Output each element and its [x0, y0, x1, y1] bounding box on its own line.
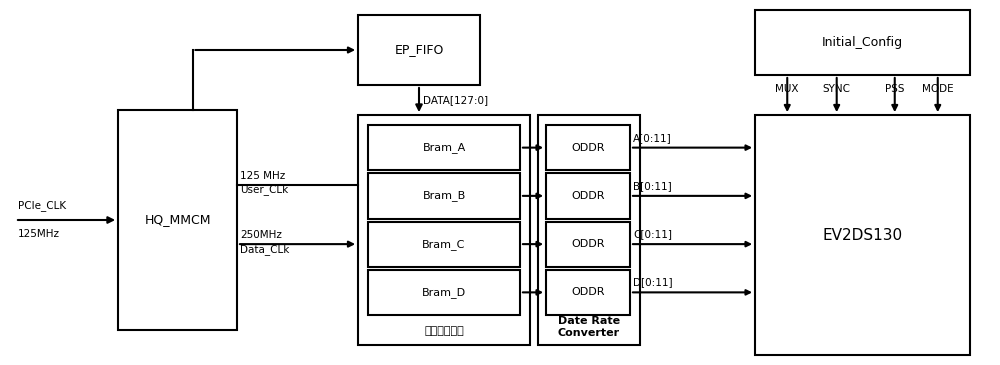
Bar: [546, 125, 630, 170]
Bar: [755, 10, 970, 75]
Text: ODDR: ODDR: [571, 287, 605, 297]
Text: SYNC: SYNC: [823, 84, 851, 94]
Text: ODDR: ODDR: [571, 191, 605, 201]
Bar: [755, 115, 970, 355]
Bar: [546, 222, 630, 267]
Bar: [546, 270, 630, 315]
Text: DATA[127:0]: DATA[127:0]: [423, 95, 488, 105]
Text: Bram_C: Bram_C: [422, 239, 466, 250]
Text: 125 MHz: 125 MHz: [240, 170, 285, 181]
Bar: [358, 115, 530, 345]
Text: A[0:11]: A[0:11]: [633, 132, 672, 143]
Text: B[0:11]: B[0:11]: [633, 181, 672, 191]
Text: ODDR: ODDR: [571, 239, 605, 249]
Text: Data_CLk: Data_CLk: [240, 244, 289, 254]
Text: Initial_Config: Initial_Config: [822, 36, 903, 49]
Text: 125MHz: 125MHz: [18, 229, 60, 239]
Bar: [118, 110, 237, 330]
Bar: [368, 173, 520, 219]
Bar: [546, 173, 630, 219]
Text: Bram_D: Bram_D: [422, 287, 466, 298]
Text: C[0:11]: C[0:11]: [633, 229, 672, 239]
Text: HQ_MMCM: HQ_MMCM: [144, 214, 211, 227]
Bar: [538, 115, 640, 345]
Text: 250MHz: 250MHz: [240, 230, 282, 240]
Bar: [368, 222, 520, 267]
Text: PSS: PSS: [885, 84, 904, 94]
Bar: [358, 15, 480, 85]
Text: 二级数据缓存: 二级数据缓存: [424, 326, 464, 336]
Text: Bram_A: Bram_A: [422, 142, 466, 153]
Bar: [368, 270, 520, 315]
Text: D[0:11]: D[0:11]: [633, 277, 673, 287]
Text: EV2DS130: EV2DS130: [822, 227, 903, 242]
Bar: [368, 125, 520, 170]
Text: User_CLk: User_CLk: [240, 184, 288, 195]
Text: PCIe_CLK: PCIe_CLK: [18, 200, 66, 211]
Text: ODDR: ODDR: [571, 143, 605, 153]
Text: EP_FIFO: EP_FIFO: [394, 43, 444, 57]
Text: MODE: MODE: [922, 84, 954, 94]
Text: Date Rate
Converter: Date Rate Converter: [558, 316, 620, 338]
Text: MUX: MUX: [776, 84, 799, 94]
Text: Bram_B: Bram_B: [422, 191, 466, 201]
